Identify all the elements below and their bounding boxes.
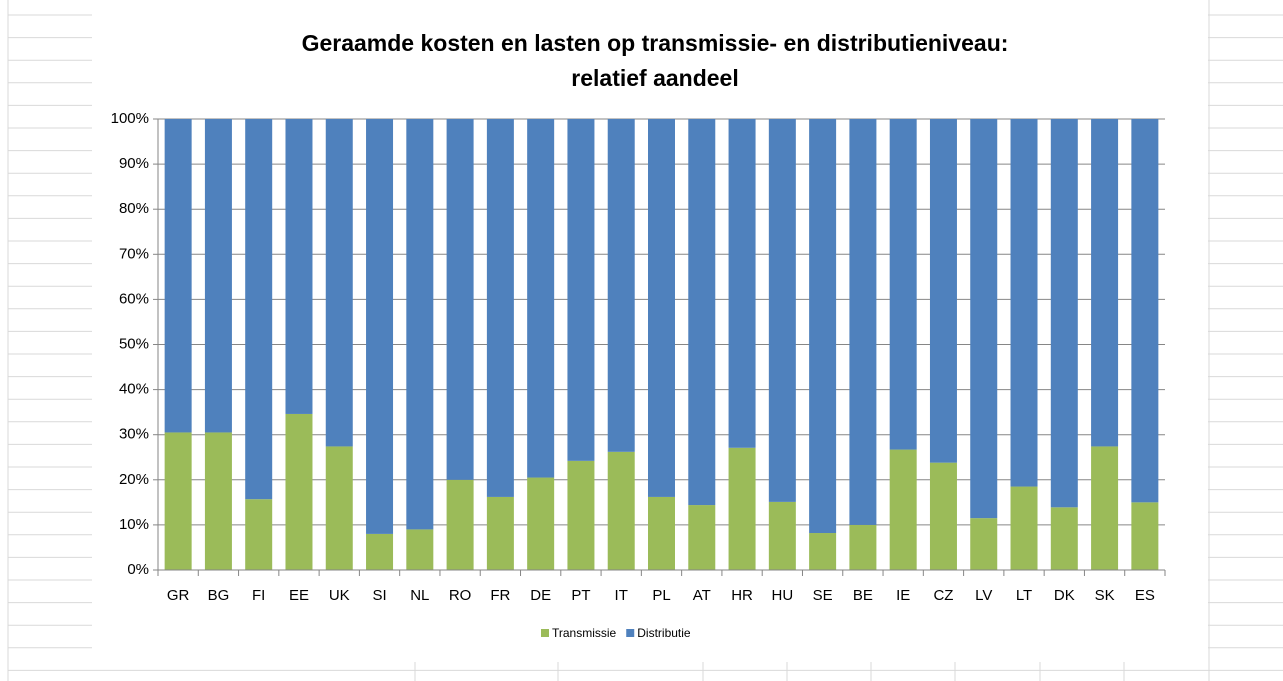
chart-title: Geraamde kosten en lasten op transmissie…	[302, 30, 1009, 56]
bar-segment	[648, 119, 675, 497]
bar-segment	[285, 119, 313, 414]
bar-segment	[809, 119, 837, 534]
bar-segment	[285, 413, 313, 570]
bar-segment	[325, 119, 353, 447]
y-tick-label: 60%	[119, 290, 149, 307]
bar-segment	[164, 119, 192, 433]
x-tick-label: BE	[853, 587, 873, 604]
bar-segment	[889, 119, 917, 450]
bar-segment	[366, 533, 394, 570]
x-tick-label: CZ	[933, 587, 953, 604]
y-tick-label: 80%	[119, 200, 149, 217]
bar-segment	[970, 119, 998, 519]
x-tick-label: LV	[975, 587, 992, 604]
bar-segment	[688, 119, 716, 506]
x-tick-label: NL	[410, 587, 429, 604]
bar-segment	[164, 432, 192, 570]
bar-segment	[929, 462, 957, 570]
bar-segment	[446, 119, 474, 480]
legend-label: Distributie	[637, 626, 691, 640]
bar-segment	[809, 533, 837, 570]
x-tick-label: FI	[252, 587, 265, 604]
x-tick-label: GR	[167, 587, 190, 604]
bar-segment	[648, 496, 675, 570]
bar-segment	[768, 119, 796, 502]
x-tick-label: PL	[652, 587, 670, 604]
x-tick-label: PT	[571, 587, 590, 604]
chart-title: relatief aandeel	[571, 65, 738, 91]
y-tick-label: 90%	[119, 155, 149, 172]
y-tick-label: 30%	[119, 426, 149, 443]
y-tick-label: 70%	[119, 245, 149, 262]
bar-segment	[1131, 119, 1159, 503]
bar-segment	[366, 119, 394, 534]
bar-segment	[527, 477, 555, 570]
x-tick-label: LT	[1016, 587, 1032, 604]
bar-segment	[607, 451, 635, 570]
x-tick-label: AT	[693, 587, 711, 604]
bar-segment	[929, 119, 957, 463]
bar-segment	[1010, 119, 1038, 487]
bar-segment	[204, 119, 232, 433]
bar-segment	[1010, 486, 1038, 570]
legend-label: Transmissie	[552, 626, 617, 640]
bar-segment	[1050, 119, 1078, 508]
bar-segment	[325, 446, 353, 570]
bar-segment	[1091, 446, 1119, 570]
y-tick-label: 0%	[127, 561, 149, 578]
bar-segment	[204, 432, 232, 570]
y-tick-label: 20%	[119, 471, 149, 488]
bar-segment	[1091, 119, 1119, 447]
bar-segment	[768, 501, 796, 570]
bar-segment	[567, 460, 595, 570]
x-tick-label: SE	[813, 587, 833, 604]
bar-segment	[1131, 502, 1159, 570]
x-tick-label: HR	[731, 587, 753, 604]
x-tick-label: HU	[772, 587, 794, 604]
y-tick-label: 50%	[119, 335, 149, 352]
y-tick-label: 40%	[119, 381, 149, 398]
x-tick-label: UK	[329, 587, 350, 604]
y-tick-label: 100%	[111, 110, 149, 127]
bar-segment	[527, 119, 555, 478]
y-tick-label: 10%	[119, 516, 149, 533]
bar-segment	[446, 479, 474, 570]
bar-segment	[688, 505, 716, 570]
x-tick-label: SK	[1095, 587, 1115, 604]
bar-segment	[849, 119, 877, 525]
bar-segment	[567, 119, 595, 461]
x-tick-label: EE	[289, 587, 309, 604]
x-tick-label: RO	[449, 587, 472, 604]
x-tick-label: IT	[615, 587, 628, 604]
x-tick-label: BG	[208, 587, 230, 604]
bar-segment	[728, 119, 756, 448]
bar-segment	[486, 496, 514, 570]
legend-swatch	[541, 629, 549, 637]
x-tick-label: FR	[490, 587, 510, 604]
bar-segment	[406, 119, 434, 530]
bar-segment	[245, 499, 273, 570]
bar-segment	[970, 518, 998, 570]
bar-segment	[849, 524, 877, 570]
bar-segment	[607, 119, 635, 452]
x-tick-label: IE	[896, 587, 910, 604]
bar-segment	[889, 449, 917, 570]
legend-swatch	[626, 629, 635, 637]
bar-segment	[728, 447, 756, 570]
bar-segment	[1050, 507, 1078, 570]
x-tick-label: ES	[1135, 587, 1155, 604]
bar-segment	[486, 119, 514, 497]
x-tick-label: DE	[530, 587, 551, 604]
x-tick-label: SI	[372, 587, 386, 604]
x-tick-label: DK	[1054, 587, 1075, 604]
bar-segment	[406, 529, 434, 570]
bar-segment	[245, 119, 273, 500]
